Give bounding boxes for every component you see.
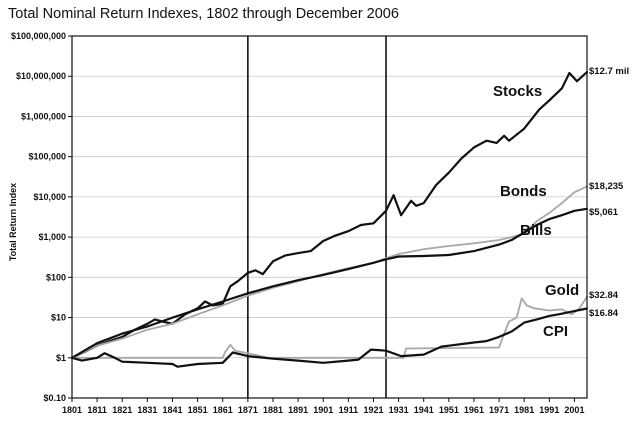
y-tick-label: $10 xyxy=(51,313,66,323)
chart-title: Total Nominal Return Indexes, 1802 throu… xyxy=(8,6,399,22)
x-tick-label: 1861 xyxy=(213,405,233,415)
y-tick-label: $100 xyxy=(46,272,66,282)
y-tick-label: $0.10 xyxy=(43,393,66,403)
x-tick-label: 1931 xyxy=(389,405,409,415)
x-tick-label: 1921 xyxy=(363,405,383,415)
series-label-bonds: Bonds xyxy=(500,183,547,200)
x-tick-label: 1951 xyxy=(439,405,459,415)
x-tick-label: 1901 xyxy=(313,405,333,415)
series-line-cpi xyxy=(70,307,589,368)
y-tick-label: $1 xyxy=(56,353,66,363)
x-tick-label: 1911 xyxy=(339,405,359,415)
x-tick-label: 1871 xyxy=(238,405,258,415)
y-tick-label: $1,000 xyxy=(38,232,66,242)
y-tick-label: $100,000 xyxy=(28,152,66,162)
end-label-gold: $32.84 xyxy=(589,290,619,301)
x-tick-label: 1991 xyxy=(539,405,559,415)
y-tick-label: $10,000 xyxy=(33,192,66,202)
y-tick-label: $100,000,000 xyxy=(11,31,66,41)
series-label-bills: Bills xyxy=(520,222,552,239)
series-line-bills xyxy=(70,207,589,359)
plot-frame xyxy=(71,35,588,399)
end-label-cpi: $16.84 xyxy=(589,308,619,319)
series-line-stocks xyxy=(70,70,589,359)
x-tick-label: 1981 xyxy=(514,405,534,415)
gridlines xyxy=(72,75,587,359)
x-tick-label: 1881 xyxy=(263,405,283,415)
x-tick-label: 1851 xyxy=(188,405,208,415)
y-tick-label: $10,000,000 xyxy=(16,71,66,81)
x-tick-label: 1891 xyxy=(288,405,308,415)
x-tick-label: 1971 xyxy=(489,405,509,415)
end-label-bonds: $18,235 xyxy=(589,181,624,192)
y-axis-label: Total Return Index xyxy=(8,183,18,261)
series-label-gold: Gold xyxy=(545,282,579,299)
vertical-markers xyxy=(247,36,387,398)
series-label-cpi: CPI xyxy=(543,323,568,340)
x-tick-label: 1961 xyxy=(464,405,484,415)
end-label-bills: $5,061 xyxy=(589,207,619,218)
end-label-stocks: $12.7 mil xyxy=(589,66,629,77)
y-axis-ticks: $0.10 $1 $10 $100 $1,000 $10,000 $100,000 $1,00… xyxy=(11,31,72,403)
series-line-gold xyxy=(71,295,588,359)
x-tick-label: 1811 xyxy=(87,405,107,415)
x-tick-label: 1801 xyxy=(62,405,82,415)
y-tick-label: $1,000,000 xyxy=(21,111,66,121)
x-tick-label: 1941 xyxy=(414,405,434,415)
x-axis-ticks: 1801 1811 1821 1831 1841 1851 1861 1871 1881 1891… xyxy=(62,398,584,415)
series-label-stocks: Stocks xyxy=(493,83,542,100)
x-tick-label: 1831 xyxy=(137,405,157,415)
x-tick-label: 1821 xyxy=(112,405,132,415)
series-lines xyxy=(70,70,589,368)
x-tick-label: 2001 xyxy=(564,405,584,415)
x-tick-label: 1841 xyxy=(162,405,182,415)
